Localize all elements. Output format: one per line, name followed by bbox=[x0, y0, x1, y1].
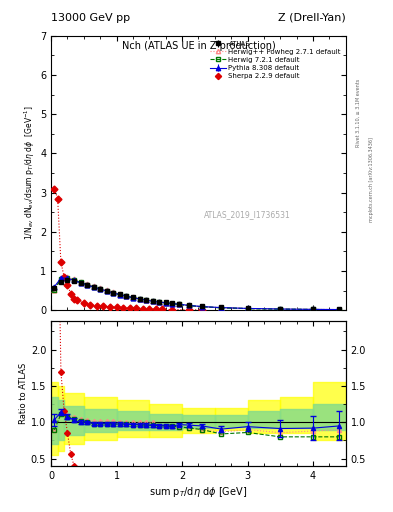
Text: ATLAS_2019_I1736531: ATLAS_2019_I1736531 bbox=[204, 210, 291, 219]
Text: Nch (ATLAS UE in Z production): Nch (ATLAS UE in Z production) bbox=[121, 41, 275, 51]
Text: Rivet 3.1.10, ≥ 3.1M events: Rivet 3.1.10, ≥ 3.1M events bbox=[356, 78, 361, 147]
Text: mcplots.cern.ch [arXiv:1306.3436]: mcplots.cern.ch [arXiv:1306.3436] bbox=[369, 137, 375, 222]
Y-axis label: Ratio to ATLAS: Ratio to ATLAS bbox=[19, 362, 28, 424]
Text: 13000 GeV pp: 13000 GeV pp bbox=[51, 13, 130, 23]
Y-axis label: 1/N$_{ev}$ dN$_{ev}$/dsum p$_T$/d$\eta$ d$\phi$  [GeV$^{-1}$]: 1/N$_{ev}$ dN$_{ev}$/dsum p$_T$/d$\eta$ … bbox=[23, 105, 37, 241]
X-axis label: sum p$_T$/d$\eta$ d$\phi$ [GeV]: sum p$_T$/d$\eta$ d$\phi$ [GeV] bbox=[149, 485, 248, 499]
Text: Z (Drell-Yan): Z (Drell-Yan) bbox=[278, 13, 346, 23]
Legend: ATLAS, Herwig++ Powheg 2.7.1 default, Herwig 7.2.1 default, Pythia 8.308 default: ATLAS, Herwig++ Powheg 2.7.1 default, He… bbox=[209, 39, 342, 80]
